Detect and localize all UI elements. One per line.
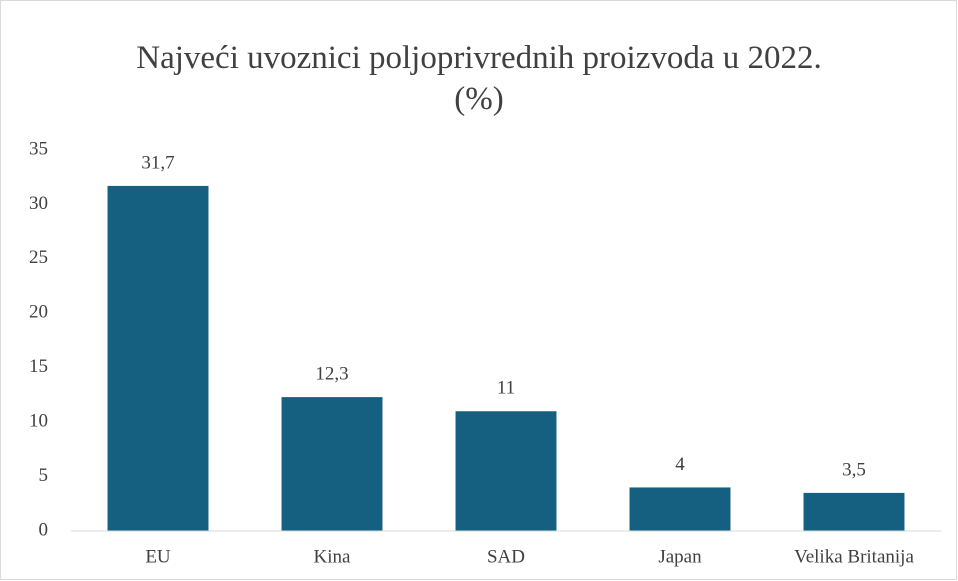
y-tick-label: 20 <box>29 302 48 323</box>
value-label: 3,5 <box>842 459 866 480</box>
bar <box>629 487 731 531</box>
value-label: 11 <box>497 378 515 399</box>
x-tick-label: Japan <box>658 546 702 567</box>
y-tick-label: 15 <box>29 356 48 377</box>
bar <box>455 411 557 531</box>
x-tick-label: EU <box>145 546 171 567</box>
x-tick-label: SAD <box>487 546 525 567</box>
y-tick-label: 0 <box>39 519 49 540</box>
y-tick-label: 5 <box>39 465 49 486</box>
value-label: 31,7 <box>141 152 174 173</box>
y-tick-label: 35 <box>29 138 48 159</box>
y-tick-label: 30 <box>29 193 48 214</box>
bar <box>281 397 383 531</box>
bar <box>107 185 209 531</box>
x-tick-label: Kina <box>314 546 352 567</box>
chart-title: Najveći uvoznici poljoprivrednih proizvo… <box>136 40 822 117</box>
value-label: 4 <box>675 454 685 475</box>
bar <box>803 492 905 531</box>
value-label: 12,3 <box>315 363 348 384</box>
y-tick-label: 10 <box>29 411 48 432</box>
y-tick-label: 25 <box>29 247 48 268</box>
x-tick-label: Velika Britanija <box>794 546 914 567</box>
